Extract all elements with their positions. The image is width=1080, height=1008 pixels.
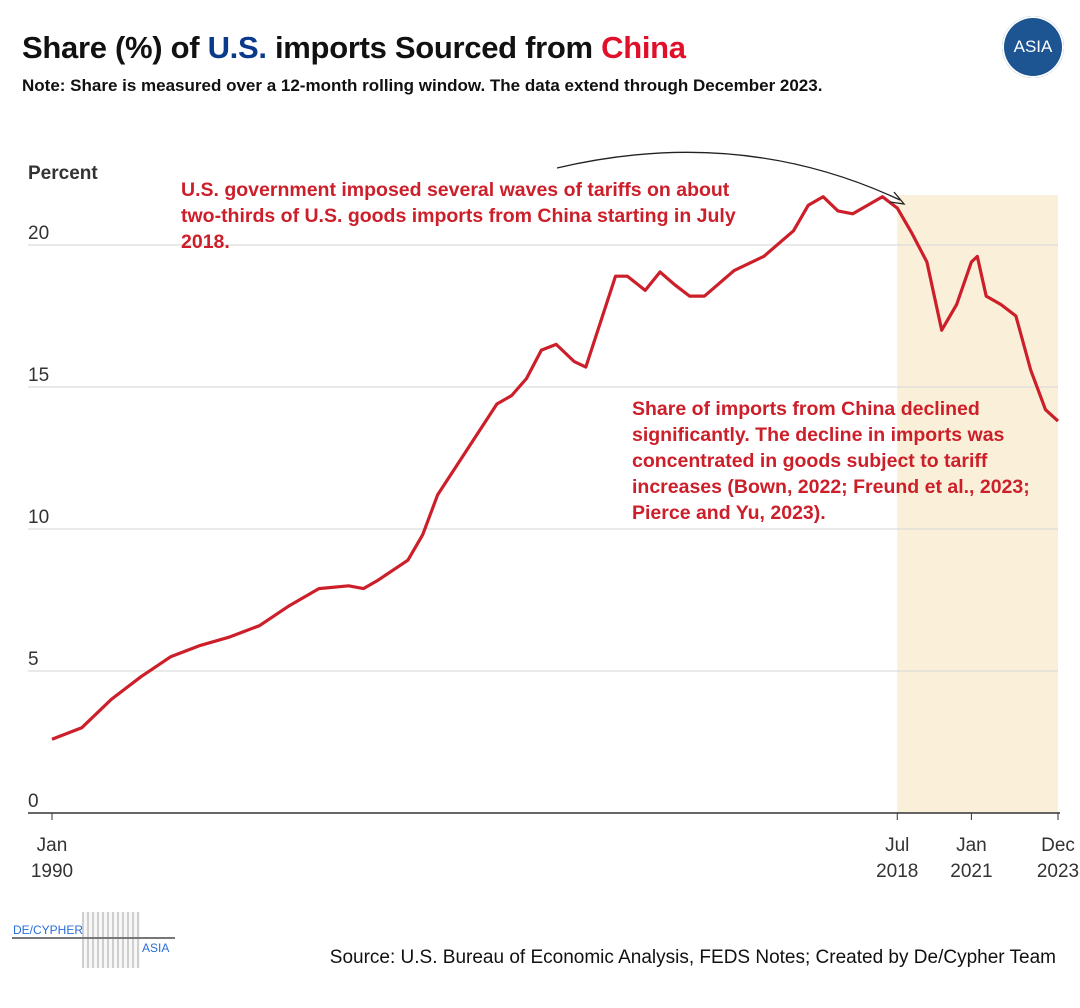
chart-subtitle: Note: Share is measured over a 12-month … [22, 76, 823, 95]
tariff-period-shade [897, 195, 1058, 813]
annotation-arrow [556, 151, 901, 201]
asia-logo-text: ASIA [1013, 37, 1053, 56]
x-tick-label: 2018 [876, 861, 918, 882]
y-tick-label: 15 [28, 365, 49, 386]
x-tick-label: Jan [956, 835, 987, 856]
y-tick-label: 0 [28, 791, 39, 812]
brand-right: ASIA [142, 941, 170, 955]
arrowhead-icon [889, 191, 906, 205]
x-tick-label: 2023 [1037, 861, 1079, 882]
y-tick-label: 5 [28, 649, 39, 670]
y-tick-label: 20 [28, 223, 49, 244]
maze-icon [82, 912, 140, 968]
annotation-tariffs: U.S. government imposed several waves of… [181, 179, 736, 253]
decypher-logo: DE/CYPHER ASIA [12, 912, 182, 968]
x-tick-label: 1990 [31, 861, 73, 882]
y-axis-label: Percent [28, 163, 98, 184]
asia-logo: ASIA [1002, 16, 1064, 78]
y-tick-label: 10 [28, 507, 49, 528]
x-tick-label: Dec [1041, 835, 1075, 856]
x-tick-label: Jul [885, 835, 909, 856]
x-tick-label: 2021 [950, 861, 992, 882]
annotation-decline: Share of imports from China declined sig… [632, 398, 1030, 524]
brand-left: DE/CYPHER [13, 923, 84, 937]
source-note: Source: U.S. Bureau of Economic Analysis… [329, 947, 1056, 968]
logo-divider [12, 937, 175, 939]
import-share-line [51, 195, 1060, 741]
x-tick-label: Jan [37, 835, 68, 856]
chart-title: Share (%) of U.S. imports Sourced from C… [22, 30, 686, 65]
